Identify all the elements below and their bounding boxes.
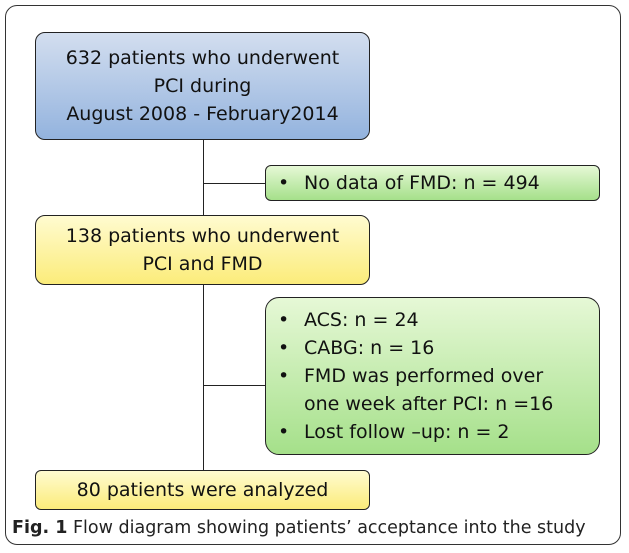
connector bbox=[203, 385, 265, 386]
item-text: No data of FMD: n = 494 bbox=[304, 172, 540, 194]
caption: Fig. 1 Flow diagram showing patients’ ac… bbox=[12, 518, 586, 538]
caption-label: Fig. 1 bbox=[12, 518, 68, 538]
flow-box: 138 patients who underwent PCI and FMD bbox=[35, 215, 370, 285]
item: • No data of FMD: n = 494 bbox=[278, 169, 540, 197]
box-line: 138 patients who underwent bbox=[65, 225, 340, 247]
item-text: CABG: n = 16 bbox=[304, 337, 435, 359]
box-line: PCI during bbox=[153, 75, 252, 97]
exclusion-box: • No data of FMD: n = 494 bbox=[265, 165, 600, 201]
box-line: 632 patients who underwent bbox=[65, 47, 340, 69]
exclusion-box: • ACS: n = 24 • CABG: n = 16 • FMD was perf… bbox=[265, 297, 600, 455]
item: • Lost follow –up: n = 2 bbox=[278, 418, 510, 446]
flow-box: 80 patients were analyzed bbox=[35, 470, 370, 510]
item-text: Lost follow –up: n = 2 bbox=[304, 421, 510, 443]
flow-box: 632 patients who underwent PCI during Au… bbox=[35, 32, 370, 140]
connector bbox=[203, 140, 204, 470]
connector bbox=[203, 183, 265, 184]
caption-text: Flow diagram showing patients’ acceptanc… bbox=[72, 518, 586, 538]
item: • FMD was performed over one week after PC… bbox=[278, 362, 553, 418]
item-text: one week after PCI: n =16 bbox=[304, 393, 554, 415]
item-text: ACS: n = 24 bbox=[304, 309, 419, 331]
item: • ACS: n = 24 bbox=[278, 306, 419, 334]
item-text: FMD was performed over bbox=[304, 365, 544, 387]
frame bbox=[5, 5, 621, 545]
box-line: PCI and FMD bbox=[142, 253, 263, 275]
box-line: August 2008 - February2014 bbox=[66, 103, 339, 125]
item: • CABG: n = 16 bbox=[278, 334, 434, 362]
box-line: 80 patients were analyzed bbox=[76, 479, 329, 501]
